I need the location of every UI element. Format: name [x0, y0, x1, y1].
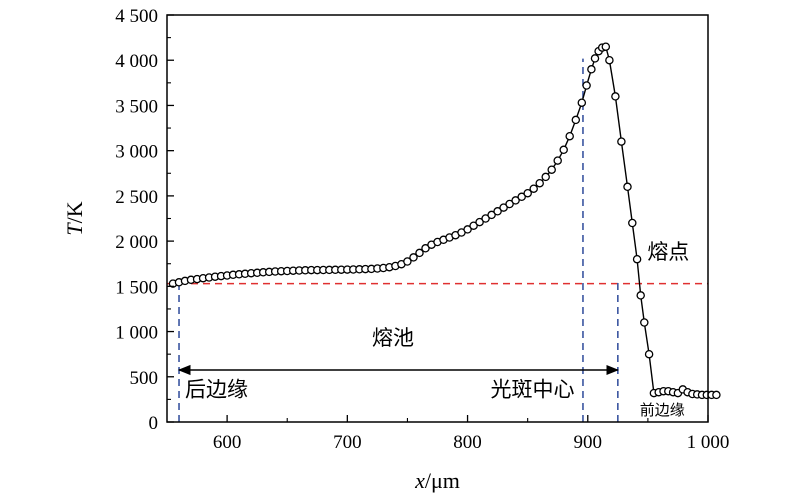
x-tick-label: 900 — [574, 432, 603, 453]
melting-point-label: 熔点 — [647, 240, 689, 264]
data-point — [523, 188, 532, 198]
data-point — [541, 172, 550, 182]
data-point — [553, 156, 562, 165]
data-point — [415, 248, 424, 258]
data-point — [535, 178, 544, 188]
y-tick-label: 1 000 — [115, 323, 158, 344]
data-point — [587, 65, 596, 74]
data-point — [529, 184, 538, 193]
y-tick-label: 1 500 — [115, 277, 158, 298]
data-point — [623, 182, 632, 192]
y-axis-label: T/K — [62, 201, 87, 235]
data-point — [481, 214, 490, 223]
y-tick-label: 4 000 — [115, 51, 158, 72]
data-point — [493, 207, 502, 216]
data-point — [636, 291, 645, 300]
y-tick-label: 3 000 — [115, 142, 158, 163]
y-tick-label: 0 — [149, 413, 159, 434]
plot-frame — [166, 14, 709, 423]
data-point — [409, 253, 418, 262]
data-point — [511, 196, 520, 205]
data-point — [628, 218, 637, 228]
data-point — [601, 42, 611, 51]
x-tick-label: 700 — [333, 432, 362, 453]
data-point — [712, 390, 721, 400]
data-point — [559, 145, 568, 155]
series-layer — [168, 42, 721, 400]
data-point — [605, 55, 614, 65]
data-point — [421, 244, 430, 253]
x-tick-label: 1 000 — [687, 432, 730, 453]
x-tick-label: 600 — [213, 432, 242, 453]
y-tick-label: 500 — [130, 368, 159, 389]
data-point — [499, 203, 508, 212]
data-point — [582, 81, 591, 90]
data-point — [403, 257, 412, 266]
rear-edge-label: 后边缘 — [185, 378, 248, 402]
x-tick-label: 800 — [453, 432, 482, 453]
x-axis-label: x/μm — [414, 468, 460, 493]
reference-lines — [167, 58, 708, 422]
data-point — [487, 210, 496, 220]
data-point — [505, 199, 514, 209]
data-point — [640, 318, 649, 327]
data-point — [565, 131, 574, 141]
data-point — [617, 137, 626, 146]
axis-ticks: 600 700 800 900 1 000 0 500 1 000 1 500 2 000 2 50… — [115, 6, 729, 453]
melt-pool-label: 熔池 — [372, 326, 414, 350]
data-point — [463, 225, 472, 234]
front-edge-label: 前边缘 — [640, 401, 685, 419]
data-point — [469, 221, 478, 230]
y-tick-label: 4 500 — [115, 6, 158, 27]
y-tick-label: 2 000 — [115, 232, 158, 253]
data-point — [644, 349, 654, 359]
data-point — [577, 98, 587, 107]
data-point — [517, 192, 526, 202]
data-point — [475, 217, 484, 227]
data-point — [571, 115, 581, 125]
y-tick-label: 3 500 — [115, 96, 158, 117]
data-point — [611, 92, 620, 101]
data-point — [590, 54, 600, 63]
data-point — [547, 165, 556, 174]
y-tick-label: 2 500 — [115, 187, 158, 208]
data-point — [632, 254, 642, 264]
spot-center-label: 光斑中心 — [490, 378, 574, 402]
